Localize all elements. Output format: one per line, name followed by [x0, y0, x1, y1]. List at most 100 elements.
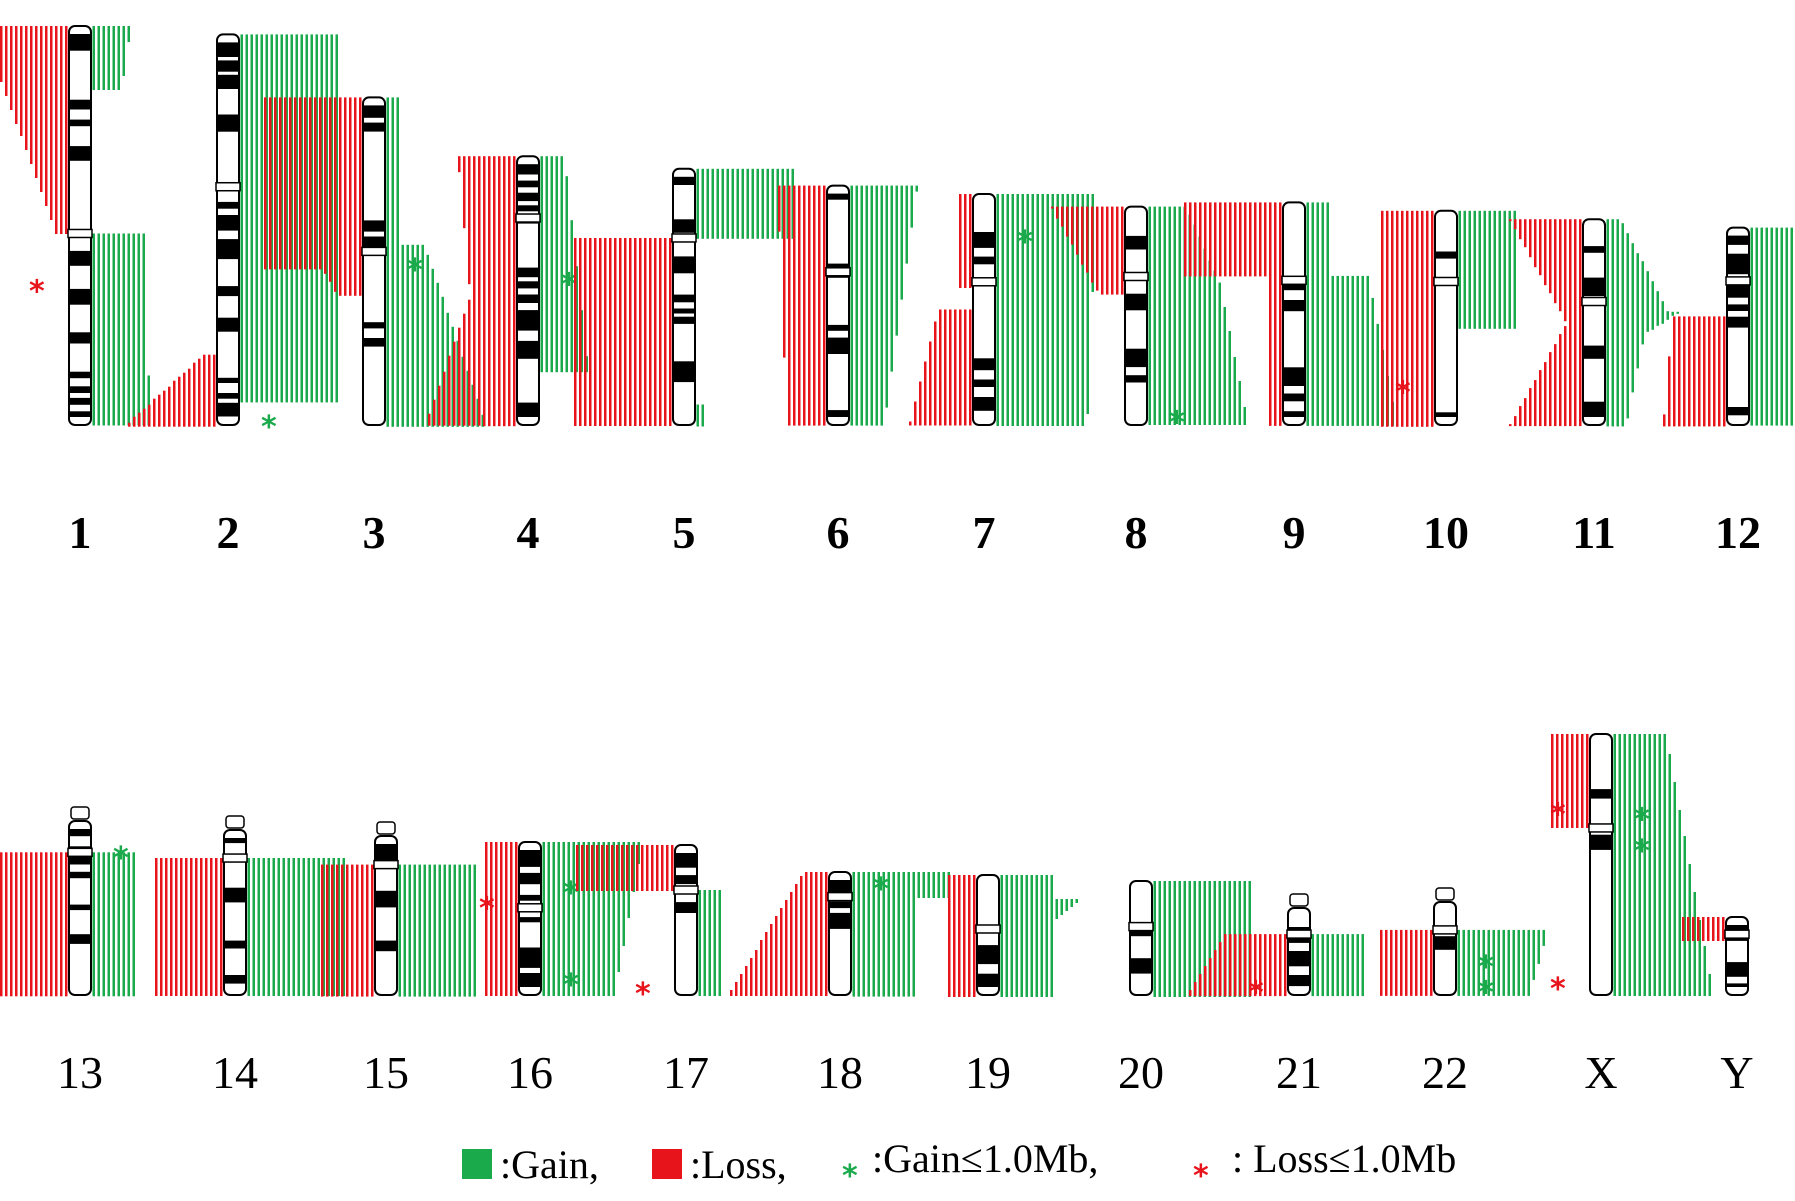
- loss-line: [438, 385, 441, 426]
- gain-small-asterisk-icon: *: [563, 876, 579, 911]
- gain-line: [1031, 194, 1034, 426]
- loss-line: [284, 97, 287, 270]
- loss-line: [616, 845, 619, 891]
- chromosome-15: [321, 821, 476, 997]
- chromosome-band: [520, 872, 540, 885]
- gain-line: [708, 890, 711, 996]
- gain-line: [872, 872, 875, 898]
- gain-line: [300, 151, 303, 218]
- gain-line: [441, 296, 444, 427]
- gain-line: [1326, 202, 1329, 277]
- gain-line: [1341, 275, 1344, 426]
- gain-line: [587, 842, 590, 996]
- loss-line: [659, 238, 662, 310]
- gain-line: [1321, 934, 1324, 997]
- gain-line: [295, 151, 298, 248]
- gain-line: [431, 268, 434, 427]
- loss-line: [1274, 934, 1277, 997]
- legend-loss-small-label: : Loss≤1.0Mb: [1232, 1136, 1456, 1181]
- loss-line: [1703, 316, 1706, 427]
- gain-line: [622, 842, 625, 946]
- gain-line: [786, 168, 789, 239]
- loss-line: [1420, 929, 1423, 996]
- chromosome-band: [70, 411, 90, 417]
- gain-line: [542, 842, 545, 996]
- gain-line: [1060, 899, 1063, 915]
- loss-small-asterisk-icon: *: [479, 891, 495, 926]
- loss-line: [495, 842, 498, 996]
- loss-line: [180, 858, 183, 996]
- gain-line: [698, 890, 701, 996]
- gain-line: [612, 842, 615, 996]
- loss-line: [1081, 206, 1084, 265]
- gain-line: [1703, 946, 1706, 996]
- loss-line: [589, 238, 592, 426]
- gain-line: [1666, 311, 1669, 320]
- gain-line: [1331, 275, 1334, 426]
- loss-line: [1561, 734, 1564, 828]
- gain-line: [1331, 934, 1334, 997]
- loss-line: [1406, 210, 1409, 427]
- gain-small-asterisk-icon: *: [873, 872, 889, 907]
- centromere: [1123, 271, 1149, 282]
- gain-line: [1611, 311, 1614, 344]
- gain-line: [1638, 734, 1641, 996]
- gain-line: [1163, 881, 1166, 997]
- gain-line: [463, 864, 466, 997]
- loss-line: [334, 267, 337, 292]
- loss-line: [346, 864, 349, 997]
- gain-line: [107, 852, 110, 997]
- gain-line: [1606, 311, 1609, 344]
- chromosome-band: [828, 324, 848, 331]
- loss-line: [65, 852, 68, 997]
- gain-line: [1646, 311, 1649, 332]
- gain-line: [1473, 210, 1476, 329]
- centromere: [373, 859, 399, 870]
- loss-line: [1556, 734, 1559, 828]
- gain-line: [461, 356, 464, 427]
- loss-line: [1574, 219, 1577, 324]
- loss-line: [914, 401, 917, 426]
- chromosome-12: [1663, 226, 1793, 427]
- loss-line: [329, 97, 332, 270]
- loss-line: [344, 267, 347, 296]
- loss-line: [299, 97, 302, 270]
- gain-line: [1527, 929, 1530, 996]
- gain-line: [391, 97, 394, 246]
- gain-line: [766, 168, 769, 239]
- gain-line: [1076, 194, 1079, 426]
- gain-line: [1522, 929, 1525, 996]
- chromosome-label-10: 10: [1423, 507, 1469, 558]
- gain-line: [897, 872, 900, 898]
- gain-line: [1041, 194, 1044, 426]
- loss-line: [1279, 275, 1282, 426]
- gain-line: [92, 233, 95, 426]
- gain-line: [1488, 210, 1491, 329]
- gain-line: [696, 168, 699, 239]
- chromosome-band: [1289, 975, 1309, 987]
- gain-line: [287, 858, 290, 996]
- loss-line: [443, 371, 446, 426]
- loss-line: [15, 852, 18, 997]
- gain-line: [1055, 899, 1058, 919]
- loss-line: [1121, 206, 1124, 295]
- loss-line: [5, 852, 8, 997]
- gain-line: [1046, 194, 1049, 426]
- loss-line: [1051, 206, 1054, 209]
- loss-line: [591, 845, 594, 891]
- gain-line: [122, 233, 125, 426]
- loss-line: [339, 97, 342, 270]
- chromosome-3: *: [264, 96, 484, 427]
- loss-line: [1259, 934, 1262, 997]
- gain-line: [398, 864, 401, 997]
- chromosome-band: [218, 286, 238, 297]
- loss-line: [1390, 929, 1393, 996]
- loss-line: [823, 185, 826, 426]
- loss-line: [508, 263, 511, 426]
- loss-line: [969, 309, 972, 426]
- gain-line: [423, 864, 426, 997]
- gain-line: [1306, 202, 1309, 277]
- gain-line: [942, 872, 945, 898]
- chromosome-band: [376, 890, 396, 908]
